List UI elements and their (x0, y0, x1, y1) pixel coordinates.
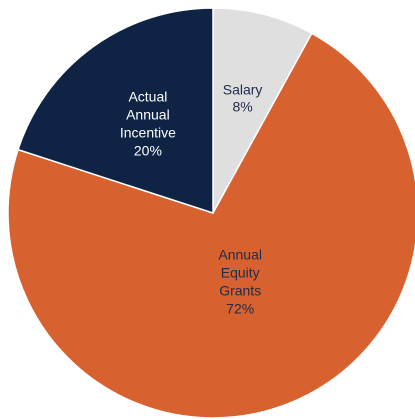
pie-slice-annual-equity-grants (7, 32, 415, 419)
slice-name-line: Annual (218, 247, 262, 263)
slice-value-label: 72% (226, 301, 254, 317)
pie-slice-actual-annual-incentive (17, 7, 214, 215)
slice-label-salary: Salary 8% (223, 81, 263, 114)
slice-name-line: Equity (221, 265, 260, 281)
slice-label-actual-annual-incentive: Actual Annual Incentive 20% (120, 88, 176, 158)
slice-value-label: 20% (134, 142, 162, 158)
pie-slice-salary (212, 7, 313, 214)
slice-name-line: Incentive (120, 124, 176, 140)
slice-label-annual-equity-grants: Annual Equity Grants 72% (218, 247, 262, 317)
pie-labels: Salary 8% Annual Equity Grants 72% Actual Annua… (120, 81, 263, 316)
slice-name-line: Salary (223, 81, 263, 97)
slice-name-line: Actual (128, 88, 167, 104)
slice-value-label: 8% (232, 98, 252, 114)
pie-slices (7, 7, 415, 419)
slice-name-line: Grants (219, 283, 261, 299)
slice-name-line: Annual (126, 106, 170, 122)
